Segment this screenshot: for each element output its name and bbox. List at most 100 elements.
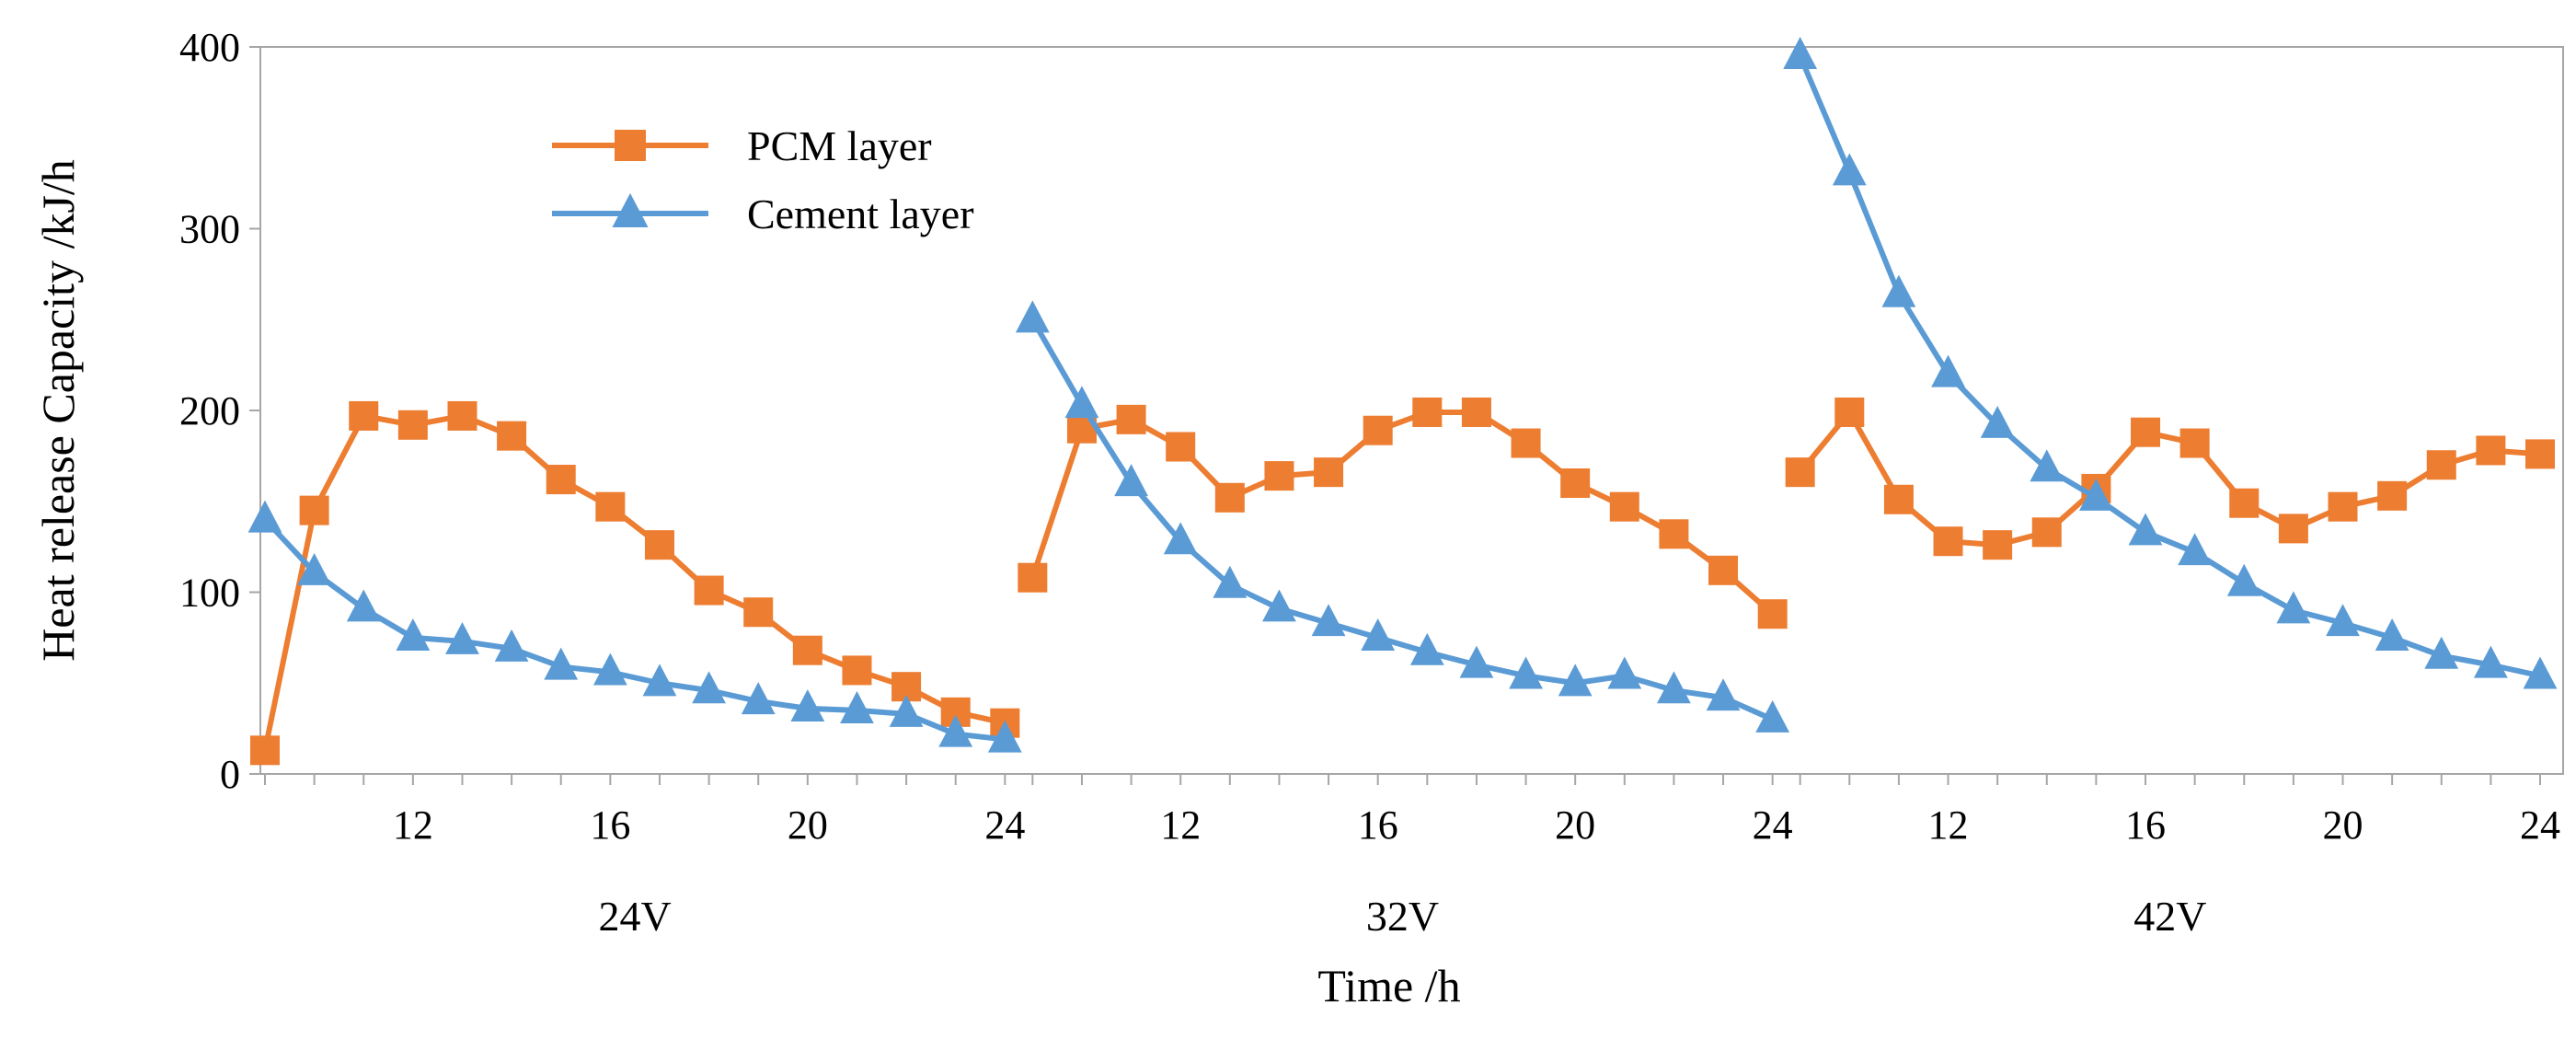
legend: PCM layer Cement layer [552,122,974,237]
data-point-triangle-marker [544,647,579,680]
data-point-triangle-marker [889,694,924,727]
data-point-square-marker [1560,468,1591,498]
data-point-triangle-marker [1311,604,1346,637]
x-tick-label: 16 [2125,802,2166,848]
data-point-square-marker [792,635,822,665]
data-point-triangle-marker [1558,664,1593,697]
data-point-square-marker [2426,450,2456,480]
x-tick-label: 12 [1928,802,1969,848]
data-point-square-marker [1659,519,1689,549]
data-point-square-marker [1166,432,1196,462]
data-point-square-marker [497,421,527,451]
data-point-triangle-marker [247,500,282,533]
data-point-triangle-marker [790,689,825,722]
data-point-square-marker [1883,484,1914,514]
group-label-42v: 42V [2133,893,2206,940]
data-point-triangle-marker [1832,153,1867,186]
data-point-square-marker [1461,397,1491,427]
data-point-square-marker [1933,526,1963,557]
group-label-24v: 24V [599,893,672,940]
data-point-triangle-marker [396,618,431,651]
data-point-square-marker [1511,428,1541,458]
data-point-triangle-marker [1783,37,1818,69]
data-point-triangle-marker [1755,699,1790,733]
data-point-triangle-marker [2424,636,2459,669]
data-point-triangle-marker [1881,274,1916,307]
data-point-square-marker [2278,514,2308,544]
data-point-square-marker [694,575,724,606]
data-point-triangle-marker [1262,589,1296,622]
data-point-square-marker [1314,457,1344,488]
x-tick-label: 24 [984,802,1025,848]
data-point-triangle-marker [741,682,776,715]
data-point-triangle-marker [840,691,874,723]
data-point-triangle-marker [1459,645,1494,678]
data-point-square-marker [546,465,576,495]
data-point-triangle-marker [1980,405,2015,438]
data-point-square-marker [1018,562,1048,593]
data-point-square-marker [595,491,626,522]
data-point-square-marker [644,530,674,560]
data-point-triangle-marker [1213,565,1248,598]
data-point-square-marker [250,735,280,766]
data-point-square-marker [1983,530,2013,560]
legend-label: Cement layer [747,190,974,237]
data-point-square-marker [447,400,477,431]
data-point-square-marker [2131,417,2161,447]
data-point-square-marker [1264,461,1294,491]
data-point-triangle-marker [297,552,332,585]
data-point-triangle-marker [642,664,677,697]
data-point-triangle-marker [2473,645,2508,678]
data-point-square-marker [1834,397,1865,427]
data-point-triangle-marker [2079,478,2113,511]
data-point-square-marker [1214,482,1245,513]
data-point-square-marker [2377,480,2408,511]
data-point-triangle-marker [1114,464,1148,497]
data-point-square-marker [1757,599,1788,629]
data-point-triangle-marker [346,589,381,622]
x-tick-label: 20 [788,802,828,848]
data-point-triangle-marker [1163,522,1198,555]
x-axis-title: Time /h [1317,960,1460,1011]
data-point-square-marker [1412,397,1443,427]
data-point-square-marker [1116,404,1146,434]
data-point-triangle-marker [494,629,529,662]
data-point-square-marker [1785,457,1815,488]
x-tick-label: 12 [1160,802,1201,848]
y-tick-label: 200 [179,388,240,433]
data-point-square-marker [2179,428,2210,458]
series-pcm-layer [250,397,2555,766]
data-point-square-marker [2476,435,2506,466]
y-tick-label: 300 [179,207,240,252]
series-line-32v [1029,317,1774,722]
data-point-square-marker [1708,555,1739,585]
x-tick-label: 16 [1358,802,1398,848]
data-point-triangle-marker [2030,449,2064,482]
data-point-triangle-marker [2326,604,2360,637]
data-point-triangle-marker [1409,632,1444,665]
data-point-triangle-marker [2178,533,2213,566]
legend-square-marker [615,130,646,161]
data-point-triangle-marker [2276,591,2311,624]
series-line-42v [1797,54,2541,679]
group-label-32v: 32V [1366,893,1439,940]
x-tick-label: 20 [2323,802,2363,848]
data-point-triangle-marker [1607,656,1642,689]
data-point-triangle-marker [2226,563,2261,596]
x-tick-label: 16 [590,802,630,848]
series-line-42v [1798,409,2541,548]
y-tick-label: 100 [179,571,240,616]
y-tick-label: 400 [179,25,240,70]
data-point-triangle-marker [2523,656,2558,689]
data-point-triangle-marker [1931,354,1965,387]
data-point-square-marker [397,410,428,440]
x-tick-label: 24 [1753,802,1793,848]
x-tick-label: 24 [2520,802,2560,848]
data-point-square-marker [2229,488,2260,518]
y-axis-title: Heat release Capacity /kJ/h [32,159,84,662]
data-point-square-marker [349,400,379,431]
data-point-triangle-marker [938,714,973,747]
data-point-square-marker [1363,415,1393,445]
